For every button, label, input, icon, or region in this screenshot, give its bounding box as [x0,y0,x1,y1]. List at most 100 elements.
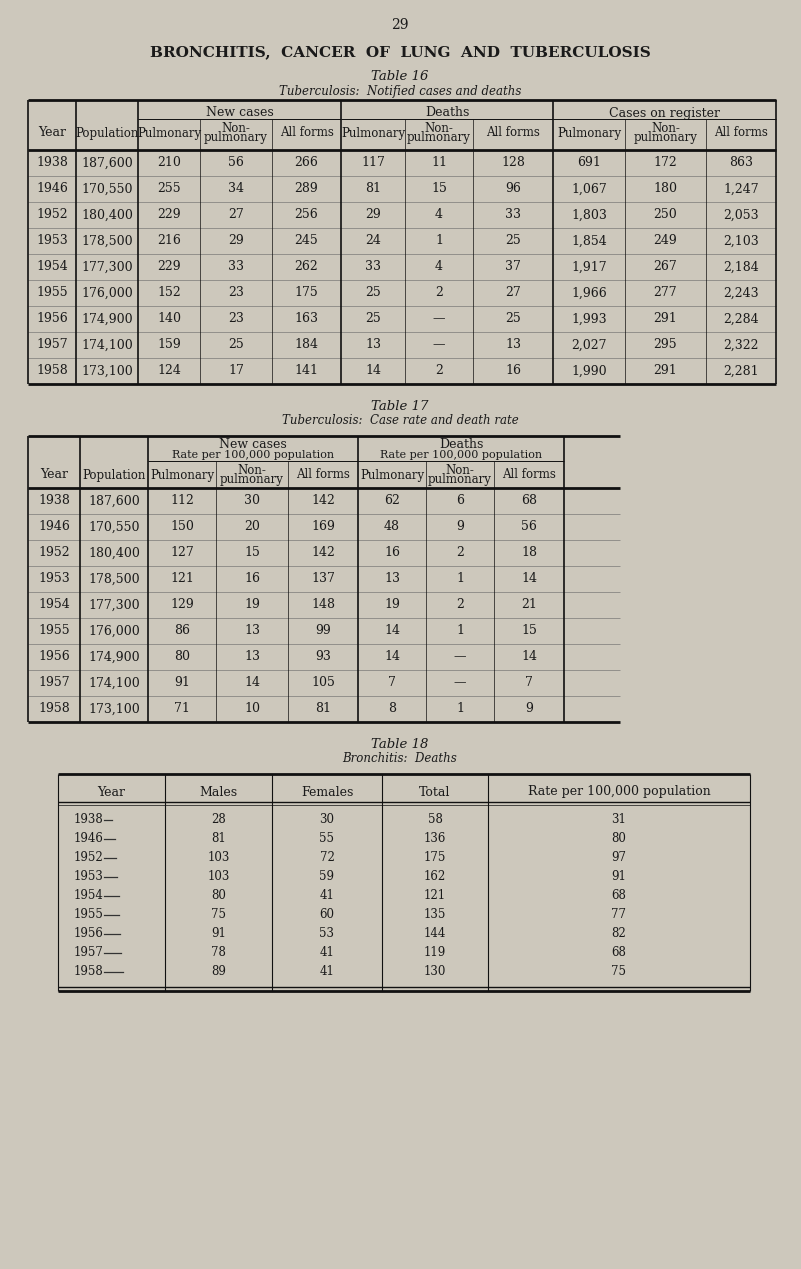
Text: 129: 129 [170,599,194,612]
Text: Males: Males [199,786,238,798]
Text: 11: 11 [431,156,447,170]
Text: 15: 15 [431,183,447,195]
Text: 33: 33 [228,260,244,274]
Text: pulmonary: pulmonary [220,473,284,486]
Text: Pulmonary: Pulmonary [360,468,424,481]
Text: 33: 33 [365,260,381,274]
Text: 1956: 1956 [74,926,104,940]
Text: 124: 124 [157,364,181,377]
Text: 25: 25 [505,312,521,326]
Text: 75: 75 [611,964,626,978]
Text: 17: 17 [228,364,244,377]
Text: Females: Females [301,786,353,798]
Text: 1,993: 1,993 [571,312,607,326]
Text: 29: 29 [228,235,244,247]
Text: 19: 19 [384,599,400,612]
Text: 1954: 1954 [38,599,70,612]
Text: 56: 56 [521,520,537,533]
Text: 1952: 1952 [36,208,68,222]
Text: 81: 81 [315,703,331,716]
Text: 1956: 1956 [36,312,68,326]
Text: 1: 1 [456,624,464,637]
Text: —: — [433,339,445,352]
Text: 29: 29 [365,208,380,222]
Text: 15: 15 [244,547,260,560]
Text: 30: 30 [320,813,335,826]
Text: 86: 86 [174,624,190,637]
Text: 262: 262 [295,260,318,274]
Text: 1946: 1946 [38,520,70,533]
Text: 1,966: 1,966 [571,287,607,299]
Text: Tuberculosis:  Notified cases and deaths: Tuberculosis: Notified cases and deaths [279,85,521,98]
Text: Non-: Non- [651,122,680,135]
Text: Population: Population [75,127,139,140]
Text: 295: 295 [654,339,678,352]
Text: 150: 150 [170,520,194,533]
Text: 103: 103 [207,871,230,883]
Text: 4: 4 [435,260,443,274]
Text: 1956: 1956 [38,651,70,664]
Text: 1946: 1946 [36,183,68,195]
Text: 81: 81 [365,183,381,195]
Text: 267: 267 [654,260,678,274]
Text: 62: 62 [384,495,400,508]
Text: 1954: 1954 [36,260,68,274]
Text: 162: 162 [424,871,446,883]
Text: 25: 25 [228,339,244,352]
Text: —: — [433,312,445,326]
Text: 68: 68 [521,495,537,508]
Text: 14: 14 [384,624,400,637]
Text: Deaths: Deaths [439,439,483,452]
Text: 55: 55 [320,832,335,845]
Text: 1,247: 1,247 [723,183,759,195]
Text: All forms: All forms [296,468,350,481]
Text: 173,100: 173,100 [81,364,133,377]
Text: 1952: 1952 [74,851,104,864]
Text: 91: 91 [211,926,226,940]
Text: 256: 256 [295,208,318,222]
Text: 75: 75 [211,909,226,921]
Text: 24: 24 [365,235,381,247]
Text: 175: 175 [424,851,446,864]
Text: Rate per 100,000 population: Rate per 100,000 population [172,450,334,459]
Text: 34: 34 [228,183,244,195]
Text: 255: 255 [157,183,181,195]
Text: Non-: Non- [425,122,453,135]
Text: 140: 140 [157,312,181,326]
Text: 163: 163 [295,312,319,326]
Text: 13: 13 [244,651,260,664]
Text: 187,600: 187,600 [88,495,140,508]
Text: Table 18: Table 18 [372,737,429,750]
Text: 135: 135 [424,909,446,921]
Text: 1958: 1958 [36,364,68,377]
Text: Bronchitis:  Deaths: Bronchitis: Deaths [343,753,457,765]
Text: 2,184: 2,184 [723,260,759,274]
Text: 2,281: 2,281 [723,364,759,377]
Text: 1,067: 1,067 [571,183,607,195]
Text: 159: 159 [157,339,181,352]
Text: 13: 13 [365,339,381,352]
Text: 128: 128 [501,156,525,170]
Text: 91: 91 [174,676,190,689]
Text: 1957: 1957 [36,339,68,352]
Text: 2,284: 2,284 [723,312,759,326]
Text: 174,100: 174,100 [81,339,133,352]
Text: 1958: 1958 [74,964,104,978]
Text: 29: 29 [391,18,409,32]
Text: 121: 121 [170,572,194,585]
Text: All forms: All forms [486,127,540,140]
Text: Pulmonary: Pulmonary [137,127,201,140]
Text: 97: 97 [611,851,626,864]
Text: 2,243: 2,243 [723,287,759,299]
Text: 10: 10 [244,703,260,716]
Text: 27: 27 [505,287,521,299]
Text: New cases: New cases [219,439,287,452]
Text: 1938: 1938 [38,495,70,508]
Text: 178,500: 178,500 [88,572,140,585]
Text: 178,500: 178,500 [81,235,133,247]
Text: 127: 127 [170,547,194,560]
Text: 48: 48 [384,520,400,533]
Text: 1954: 1954 [74,890,104,902]
Text: 93: 93 [315,651,331,664]
Text: 16: 16 [384,547,400,560]
